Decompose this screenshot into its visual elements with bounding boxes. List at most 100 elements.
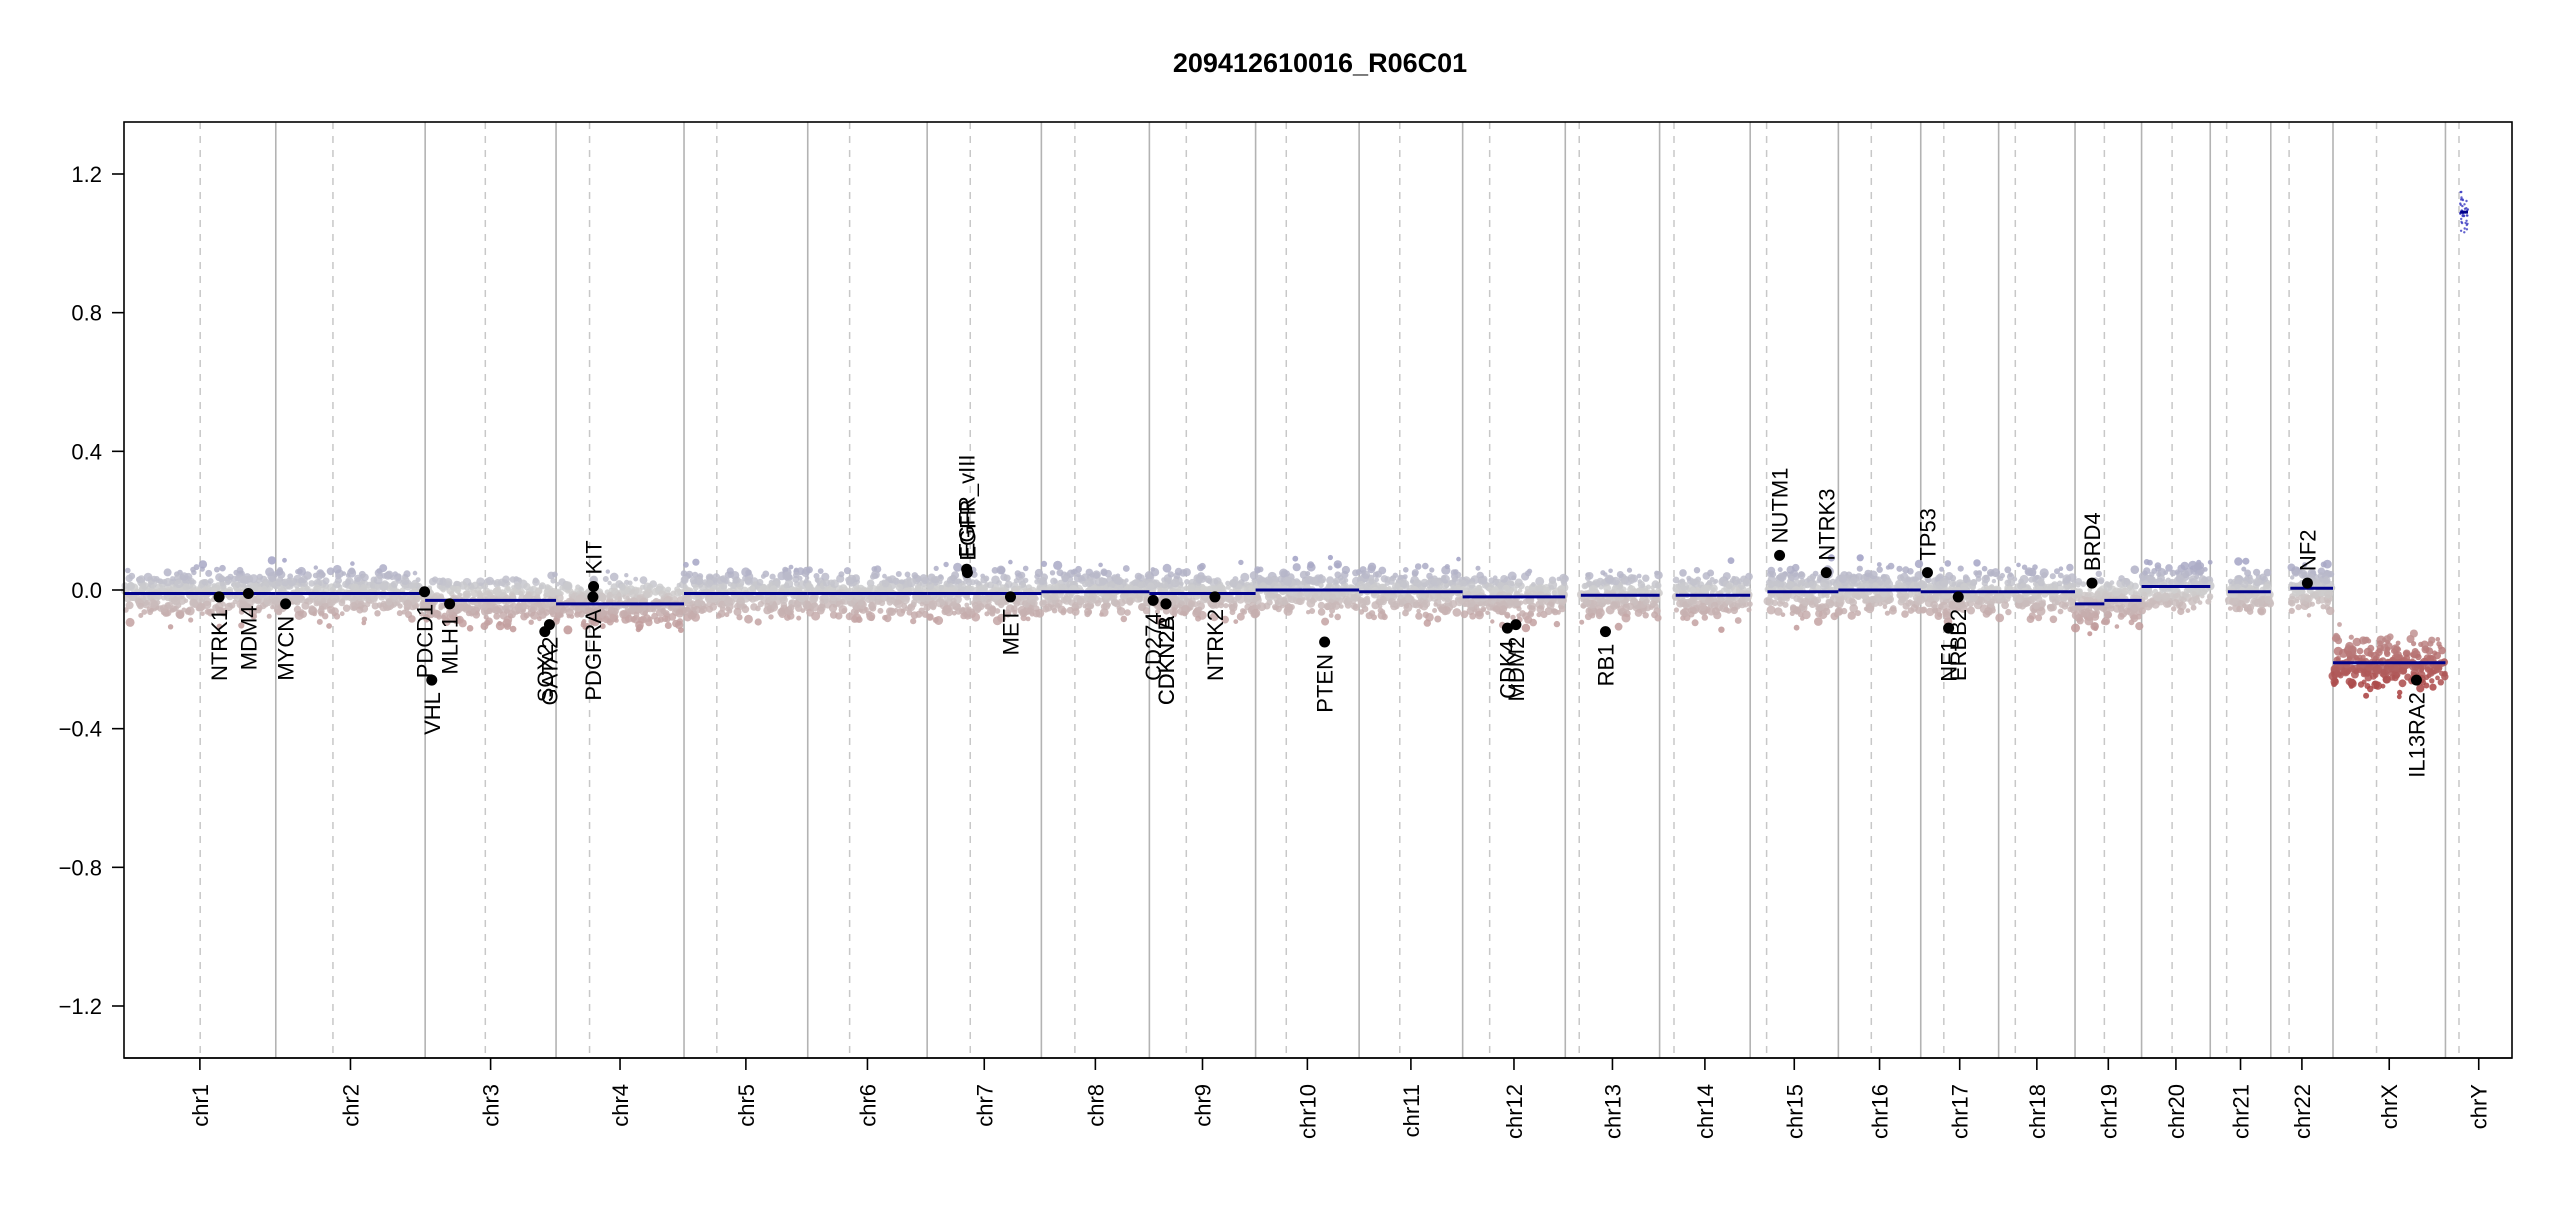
probe-point bbox=[1792, 564, 1800, 572]
probe-point bbox=[1680, 582, 1689, 591]
probe-point bbox=[1128, 584, 1134, 590]
probe-point bbox=[1482, 608, 1486, 612]
probe-point bbox=[1507, 600, 1513, 606]
probe-point bbox=[920, 602, 925, 607]
probe-point bbox=[555, 589, 562, 596]
probe-point bbox=[633, 577, 638, 582]
probe-point bbox=[170, 576, 175, 581]
probe-point bbox=[823, 579, 831, 587]
probe-point bbox=[1077, 598, 1084, 605]
probe-point bbox=[693, 585, 699, 591]
probe-point bbox=[1731, 607, 1738, 614]
probe-point bbox=[951, 601, 957, 607]
probe-point bbox=[819, 599, 824, 604]
probe-point bbox=[560, 607, 567, 614]
probe-point bbox=[1863, 583, 1869, 589]
probe-point bbox=[262, 586, 268, 592]
probe-point bbox=[1230, 580, 1235, 585]
probe-point bbox=[1039, 577, 1047, 585]
probe-point bbox=[691, 607, 695, 611]
probe-point bbox=[1617, 605, 1624, 612]
probe-point bbox=[838, 571, 844, 577]
probe-point bbox=[1650, 600, 1656, 606]
probe-point bbox=[1320, 578, 1325, 583]
probe-point bbox=[969, 609, 975, 615]
probe-point bbox=[741, 567, 750, 576]
probe-point bbox=[1778, 567, 1783, 572]
probe-point bbox=[882, 580, 889, 587]
probe-point bbox=[966, 579, 972, 585]
probe-point bbox=[1008, 560, 1013, 565]
probe-point bbox=[1328, 566, 1333, 571]
probe-point bbox=[996, 566, 1005, 575]
probe-point bbox=[316, 574, 322, 580]
probe-point bbox=[351, 583, 360, 592]
probe-point bbox=[2057, 581, 2063, 587]
probe-point bbox=[1135, 573, 1142, 580]
probe-point bbox=[350, 561, 355, 566]
probe-point bbox=[1196, 577, 1202, 583]
probe-point bbox=[471, 582, 479, 590]
probe-point bbox=[272, 597, 280, 605]
probe-point bbox=[846, 613, 853, 620]
probe-point bbox=[1869, 571, 1878, 580]
probe-point bbox=[464, 593, 469, 598]
probe-point bbox=[886, 607, 894, 615]
probe-point bbox=[777, 608, 785, 616]
probe-point bbox=[1471, 591, 1476, 596]
probe-point bbox=[1958, 566, 1964, 572]
probe-point bbox=[1205, 576, 1213, 584]
probe-point bbox=[1707, 570, 1714, 577]
probe-point bbox=[1123, 593, 1128, 598]
probe-point bbox=[806, 566, 813, 573]
probe-point bbox=[1275, 600, 1280, 605]
probe-point bbox=[1082, 581, 1088, 587]
probe-point bbox=[720, 575, 727, 582]
probe-point bbox=[1651, 611, 1658, 618]
probe-point bbox=[1344, 578, 1349, 583]
probe-point bbox=[528, 586, 533, 591]
probe-point bbox=[1282, 599, 1288, 605]
probe-point bbox=[323, 577, 330, 584]
probe-point bbox=[1392, 583, 1400, 591]
probe-point bbox=[1919, 581, 1927, 589]
probe-point bbox=[186, 607, 195, 616]
probe-point bbox=[1293, 563, 1301, 571]
probe-point bbox=[1643, 612, 1649, 618]
probe-point bbox=[1723, 607, 1729, 613]
probe-point bbox=[563, 581, 572, 590]
probe-point bbox=[1062, 575, 1069, 582]
probe-point bbox=[1798, 571, 1806, 579]
probe-point bbox=[1767, 606, 1776, 615]
probe-point bbox=[326, 623, 332, 629]
probe-point bbox=[668, 613, 676, 621]
probe-point bbox=[1927, 596, 1934, 603]
probe-point bbox=[1445, 564, 1450, 569]
probe-point bbox=[1429, 567, 1434, 572]
probe-point bbox=[1014, 600, 1020, 606]
probe-point bbox=[1705, 598, 1712, 605]
probe-point bbox=[1642, 575, 1649, 582]
probe-point bbox=[413, 571, 418, 576]
probe-point bbox=[1296, 598, 1303, 605]
probe-point bbox=[683, 594, 692, 603]
probe-point bbox=[635, 621, 644, 630]
probe-point bbox=[1872, 582, 1879, 589]
probe-point bbox=[930, 601, 936, 607]
probe-point bbox=[199, 560, 207, 568]
probe-point bbox=[1403, 603, 1412, 612]
probe-point bbox=[1586, 600, 1591, 605]
probe-point bbox=[374, 576, 383, 585]
probe-point bbox=[219, 576, 225, 582]
probe-point bbox=[1637, 574, 1642, 579]
probe-point bbox=[724, 597, 733, 606]
probe-point bbox=[611, 588, 618, 595]
probe-point bbox=[338, 588, 343, 593]
probe-point bbox=[870, 574, 876, 580]
probe-point bbox=[879, 600, 885, 606]
probe-point bbox=[401, 576, 410, 585]
probe-point bbox=[1256, 604, 1261, 609]
probe-point bbox=[911, 611, 919, 619]
probe-point bbox=[246, 576, 253, 583]
probe-point bbox=[1121, 616, 1128, 623]
